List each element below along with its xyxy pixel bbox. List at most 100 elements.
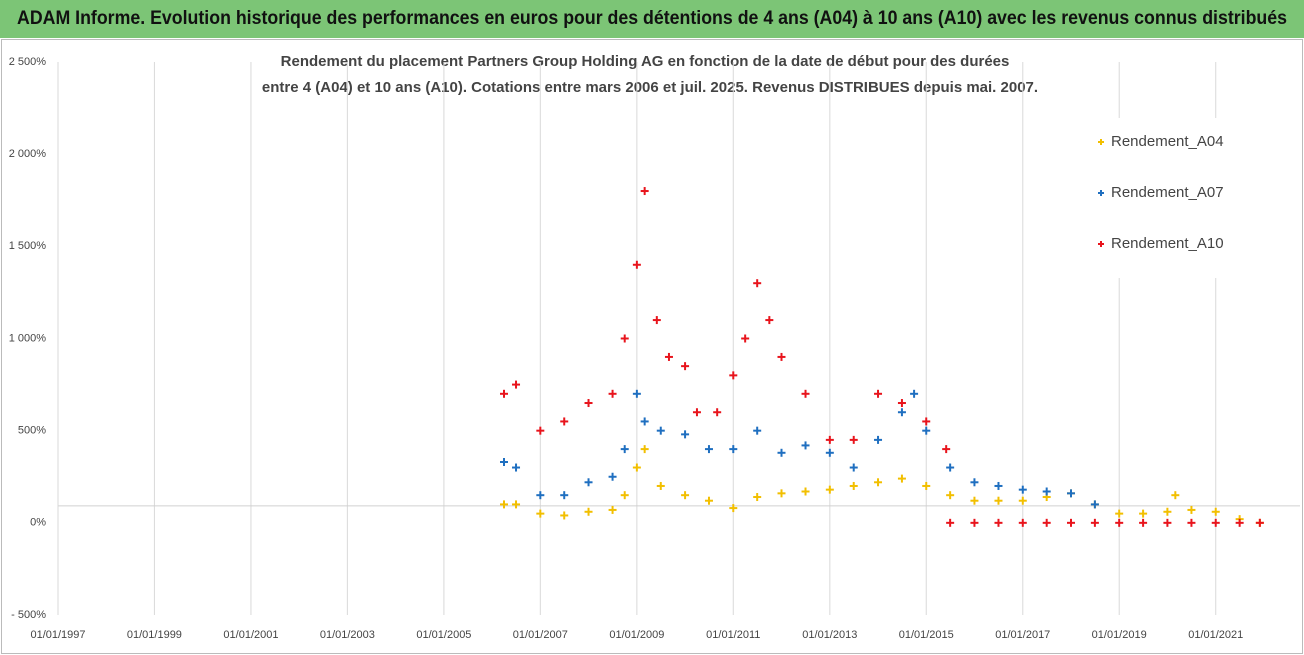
data-point (849, 463, 858, 472)
x-tick-label: 01/01/2013 (802, 629, 857, 641)
data-point (1139, 509, 1148, 518)
data-point (777, 352, 786, 361)
y-tick-label: 2 500% (9, 56, 47, 68)
data-point (640, 445, 649, 454)
data-point (922, 481, 931, 490)
data-point (584, 507, 593, 516)
data-point (825, 435, 834, 444)
data-point (753, 426, 762, 435)
data-point (500, 389, 509, 398)
data-point (640, 417, 649, 426)
x-tick-label: 01/01/2001 (223, 629, 278, 641)
data-point (1255, 518, 1264, 527)
data-point (1115, 518, 1124, 527)
data-point (1090, 500, 1099, 509)
data-point (500, 458, 509, 467)
header-band (0, 0, 1304, 38)
data-point (632, 389, 641, 398)
y-tick-label: 500% (18, 425, 46, 437)
data-point (1211, 518, 1220, 527)
y-tick-label: 0% (30, 517, 46, 529)
data-point (620, 445, 629, 454)
data-point (536, 491, 545, 500)
x-tick-label: 01/01/1997 (30, 629, 85, 641)
legend-marker (1098, 190, 1104, 196)
data-point (512, 463, 521, 472)
data-point (560, 417, 569, 426)
data-point (874, 435, 883, 444)
y-tick-label: 2 000% (9, 148, 47, 160)
data-point (777, 448, 786, 457)
data-point (753, 493, 762, 502)
header-title: ADAM Informe. Evolution historique des p… (17, 8, 1287, 29)
data-point (713, 408, 722, 417)
x-tick-label: 01/01/2021 (1188, 629, 1243, 641)
data-point (664, 352, 673, 361)
data-point (620, 491, 629, 500)
data-point (1115, 509, 1124, 518)
data-point (765, 316, 774, 325)
data-point (681, 491, 690, 500)
data-point (994, 496, 1003, 505)
data-point (970, 496, 979, 505)
data-point (560, 491, 569, 500)
data-point (1187, 505, 1196, 514)
x-tick-label: 01/01/2011 (706, 629, 760, 641)
data-point (1163, 507, 1172, 516)
data-point (656, 481, 665, 490)
data-point (910, 389, 919, 398)
data-point (825, 448, 834, 457)
x-tick-label: 01/01/2017 (995, 629, 1050, 641)
legend-box (1090, 118, 1260, 278)
data-point (729, 445, 738, 454)
x-tick-label: 01/01/1999 (127, 629, 182, 641)
data-point (741, 334, 750, 343)
data-point (753, 279, 762, 288)
y-tick-label: 1 500% (9, 240, 47, 252)
data-point (1171, 491, 1180, 500)
data-point (536, 426, 545, 435)
data-point (620, 334, 629, 343)
data-point (1163, 518, 1172, 527)
data-point (560, 511, 569, 520)
data-point (970, 518, 979, 527)
data-point (704, 496, 713, 505)
data-point (1090, 518, 1099, 527)
data-point (652, 316, 661, 325)
data-point (608, 505, 617, 514)
data-point (922, 417, 931, 426)
data-point (897, 399, 906, 408)
data-point (1139, 518, 1148, 527)
x-tick-label: 01/01/2003 (320, 629, 375, 641)
x-tick-label: 01/01/2019 (1092, 629, 1147, 641)
x-tick-label: 01/01/2007 (513, 629, 568, 641)
data-point (681, 430, 690, 439)
x-tick-label: 01/01/2009 (609, 629, 664, 641)
data-point (874, 478, 883, 487)
data-point (849, 435, 858, 444)
data-point (512, 500, 521, 509)
data-point (692, 408, 701, 417)
data-point (970, 478, 979, 487)
data-point (946, 518, 955, 527)
data-point (777, 489, 786, 498)
data-point (608, 389, 617, 398)
chart-title: entre 4 (A04) et 10 ans (A10). Cotations… (262, 79, 1038, 96)
data-point (897, 408, 906, 417)
data-point (942, 445, 951, 454)
legend-marker (1098, 241, 1104, 247)
data-point (704, 445, 713, 454)
data-point (632, 463, 641, 472)
y-tick-label: - 500% (11, 609, 46, 621)
legend-label: Rendement_A04 (1111, 133, 1224, 150)
data-point (1066, 489, 1075, 498)
data-point (608, 472, 617, 481)
y-tick-label: 1 000% (9, 332, 47, 344)
chart-border (1, 39, 1303, 654)
data-point (1018, 496, 1027, 505)
data-point (874, 389, 883, 398)
data-point (584, 478, 593, 487)
data-point (1066, 518, 1075, 527)
